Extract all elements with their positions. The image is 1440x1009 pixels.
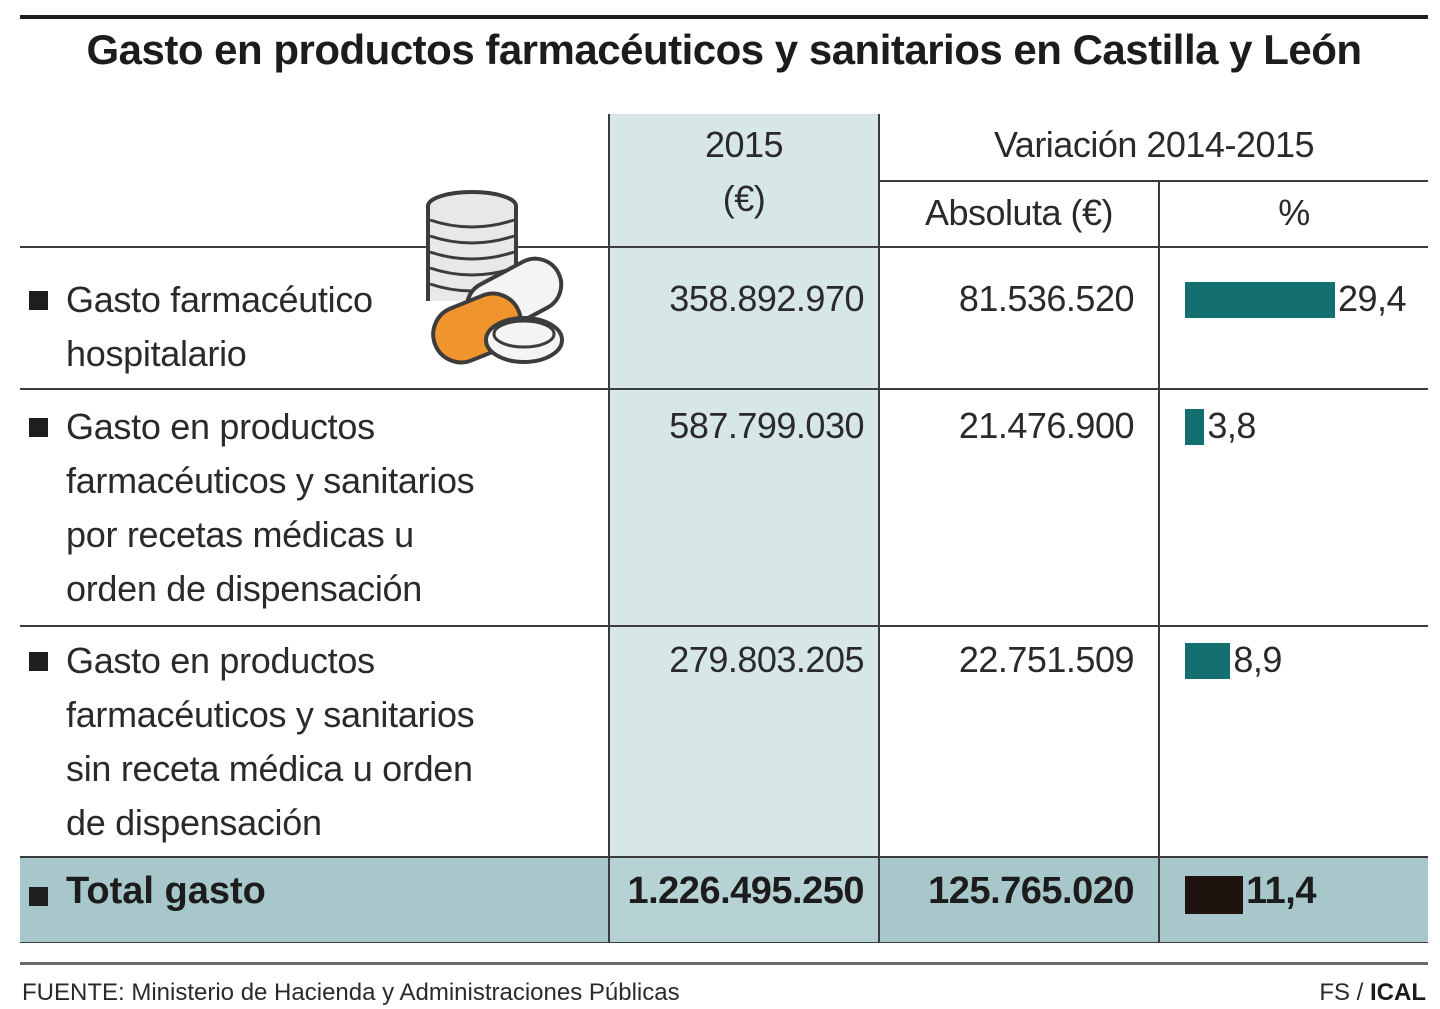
- table-bottom-rule: [20, 941, 1428, 943]
- row-label-line: de dispensación: [66, 802, 322, 843]
- header-2015-year: 2015: [704, 124, 784, 165]
- total-row-band: [20, 858, 1428, 942]
- value-absolute: 81.536.520: [958, 278, 1135, 319]
- row-divider: [20, 625, 1428, 627]
- header-subdivider: [880, 180, 1428, 182]
- value-2015: 279.803.205: [669, 639, 864, 680]
- row-label-line: farmacéuticos y sanitarios: [66, 694, 475, 735]
- column-divider: [1158, 858, 1160, 942]
- row-divider: [20, 856, 1428, 858]
- total-percent-bar: [1185, 876, 1244, 914]
- column-divider: [1158, 180, 1160, 943]
- row-label-line: farmacéuticos y sanitarios: [66, 460, 475, 501]
- row-label-line: Gasto farmacéutico: [66, 279, 373, 320]
- row-label: Gasto en productos farmacéuticos y sanit…: [66, 634, 475, 850]
- percent-label: 8,9: [1233, 639, 1282, 680]
- row-divider: [20, 388, 1428, 390]
- row-label: Gasto en productos farmacéuticos y sanit…: [66, 400, 475, 616]
- column-2015-shading: [610, 114, 878, 858]
- row-bullet: [29, 887, 48, 906]
- row-bullet: [29, 418, 48, 437]
- column-divider: [878, 114, 880, 943]
- header-absolute: Absoluta (€): [924, 192, 1114, 233]
- percent-label: 29,4: [1337, 278, 1407, 319]
- total-row-shade: [610, 858, 878, 942]
- row-bullet: [29, 652, 48, 671]
- row-label-line: hospitalario: [66, 333, 247, 374]
- header-2015-unit: (€): [722, 178, 766, 219]
- percent-bar: [1185, 409, 1205, 445]
- header-bottom-rule: [20, 246, 1428, 248]
- row-label-line: sin receta médica u orden: [66, 748, 473, 789]
- percent-label: 3,8: [1207, 405, 1256, 446]
- column-divider: [608, 114, 610, 943]
- total-percent-label: 11,4: [1246, 870, 1316, 912]
- row-bullet: [29, 291, 48, 310]
- credit: FS / ICAL: [1319, 979, 1426, 1007]
- header-percent: %: [1278, 192, 1310, 233]
- value-absolute: 22.751.509: [958, 639, 1135, 680]
- row-label-line: Gasto en productos: [66, 640, 375, 681]
- pills-icon: [426, 190, 564, 365]
- top-rule: [20, 15, 1428, 19]
- total-label: Total gasto: [66, 870, 266, 912]
- credit-prefix: FS /: [1319, 979, 1370, 1006]
- chart-title: Gasto en productos farmacéuticos y sanit…: [86, 26, 1362, 73]
- percent-bar: [1185, 643, 1231, 679]
- value-2015: 358.892.970: [669, 278, 864, 319]
- column-divider: [608, 858, 610, 942]
- bottom-rule: [20, 962, 1428, 965]
- total-value-absolute: 125.765.020: [928, 870, 1134, 912]
- header-variation: Variación 2014-2015: [993, 124, 1315, 165]
- value-absolute: 21.476.900: [958, 405, 1135, 446]
- row-label: Gasto farmacéutico hospitalario: [66, 273, 373, 381]
- row-label-line: por recetas médicas u: [66, 514, 414, 555]
- total-value-2015: 1.226.495.250: [627, 870, 864, 912]
- value-2015: 587.799.030: [669, 405, 864, 446]
- credit-agency: ICAL: [1370, 979, 1426, 1006]
- row-label-line: Gasto en productos: [66, 406, 375, 447]
- row-label-line: orden de dispensación: [66, 568, 422, 609]
- percent-bar: [1185, 282, 1335, 318]
- source-note: FUENTE: Ministerio de Hacienda y Adminis…: [22, 979, 680, 1006]
- column-divider: [878, 858, 880, 942]
